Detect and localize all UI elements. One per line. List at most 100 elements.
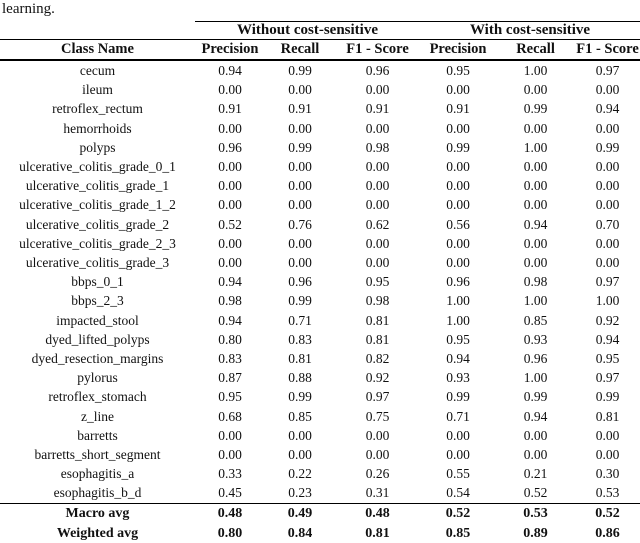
metric-value-cell: 0.91	[365, 101, 390, 117]
metric-value-cell: 0.22	[288, 466, 312, 482]
class-name-cell: barretts	[77, 427, 118, 443]
class-name-cell: ulcerative_colitis_grade_1	[25, 178, 170, 194]
column-header-recall-without: Recall	[265, 39, 335, 61]
column-header-f1-with: F1 - Score	[575, 39, 640, 61]
metric-value-cell: 0.00	[595, 235, 620, 251]
metric-value-cell: 0.99	[595, 139, 620, 155]
metric-value-cell: 0.00	[365, 447, 390, 463]
metric-value-cell: 0.98	[523, 274, 548, 290]
metric-value-cell: 0.00	[218, 159, 242, 175]
metric-value-cell: 0.94	[218, 312, 242, 328]
class-name-cell: ulcerative_colitis_grade_0_1	[19, 159, 176, 175]
metric-value-cell: 0.00	[523, 197, 548, 213]
results-table: Without cost-sensitive With cost-sensiti…	[0, 21, 640, 543]
table-row: retroflex_rectum 0.91 0.91 0.91 0.91 0.99 0.94	[0, 99, 640, 118]
metric-value-cell: 0.00	[218, 120, 242, 136]
metric-value-cell: 0.00	[523, 159, 548, 175]
metric-value-cell: 0.00	[446, 82, 470, 98]
metric-value-cell: 0.99	[523, 389, 548, 405]
class-name-cell: ileum	[82, 82, 113, 98]
metric-value-cell: 1.00	[523, 370, 548, 386]
metric-value-cell: 0.48	[217, 505, 243, 521]
metric-value-cell: 0.86	[595, 525, 620, 541]
metric-value-cell: 0.00	[595, 82, 620, 98]
metric-value-cell: 0.21	[523, 466, 548, 482]
metric-value-cell: 0.49	[287, 505, 313, 521]
table-body: cecum 0.94 0.99 0.96 0.95 1.00 0.97 ileum 0.00 0.…	[0, 60, 640, 503]
table-row: ulcerative_colitis_grade_2 0.52 0.76 0.62 0.…	[0, 215, 640, 234]
class-name-cell: Weighted avg	[56, 525, 139, 541]
table-row: barretts_short_segment 0.00 0.00 0.00 0.00 0.…	[0, 445, 640, 464]
metric-value-cell: 0.94	[595, 101, 620, 117]
metric-value-cell: 0.82	[365, 351, 390, 367]
metric-value-cell: 0.23	[288, 485, 312, 501]
table-row: cecum 0.94 0.99 0.96 0.95 1.00 0.97	[0, 60, 640, 80]
metric-value-cell: 0.53	[523, 505, 548, 521]
caption-text: learning.	[2, 1, 55, 17]
table-row: ileum 0.00 0.00 0.00 0.00 0.00 0.00	[0, 80, 640, 99]
column-header-precision-without: Precision	[195, 39, 265, 61]
metric-value-cell: 0.94	[218, 63, 242, 78]
class-name-cell: bbps_2_3	[71, 293, 124, 309]
table-row: ulcerative_colitis_grade_1 0.00 0.00 0.00 0.…	[0, 176, 640, 195]
metric-value-cell: 0.94	[523, 216, 548, 232]
metric-value-cell: 0.00	[446, 120, 470, 136]
metric-value-cell: 0.31	[365, 485, 390, 501]
class-name-cell: pylorus	[77, 370, 118, 386]
table-row: ulcerative_colitis_grade_1_2 0.00 0.00 0.00…	[0, 195, 640, 214]
metric-value-cell: 0.00	[218, 82, 242, 98]
metric-value-cell: 0.00	[523, 178, 548, 194]
metric-value-cell: 0.92	[365, 370, 390, 386]
metric-value-cell: 0.99	[288, 63, 312, 78]
class-name-cell: esophagitis_b_d	[53, 485, 142, 501]
column-header-recall-with: Recall	[496, 39, 576, 61]
metric-value-cell: 0.00	[595, 120, 620, 136]
table-row: ulcerative_colitis_grade_0_1 0.00 0.00 0.00…	[0, 157, 640, 176]
metric-value-cell: 0.88	[288, 370, 312, 386]
metric-value-cell: 0.94	[446, 351, 470, 367]
class-name-cell: dyed_lifted_polyps	[45, 331, 150, 347]
metric-value-cell: 0.00	[288, 197, 312, 213]
metric-value-cell: 0.00	[218, 427, 242, 443]
metric-value-cell: 0.81	[365, 331, 390, 347]
column-header-class-name: Class Name	[0, 39, 195, 61]
metric-value-cell: 0.00	[446, 255, 470, 271]
metric-value-cell: 0.33	[218, 466, 242, 482]
metric-value-cell: 0.00	[446, 427, 470, 443]
metric-value-cell: 0.75	[365, 408, 390, 424]
metric-value-cell: 0.99	[288, 139, 312, 155]
metric-value-cell: 0.00	[595, 178, 620, 194]
metric-value-cell: 0.00	[595, 447, 620, 463]
metric-value-cell: 0.53	[595, 485, 620, 501]
metric-value-cell: 0.99	[446, 139, 470, 155]
metric-value-cell: 0.00	[288, 120, 312, 136]
metric-value-cell: 0.00	[218, 197, 242, 213]
metric-value-cell: 0.84	[287, 525, 313, 541]
metric-value-cell: 0.55	[446, 466, 470, 482]
class-name-cell: ulcerative_colitis_grade_2_3	[19, 235, 176, 251]
metric-value-cell: 0.52	[445, 505, 471, 521]
metric-value-cell: 0.85	[288, 408, 312, 424]
metric-value-cell: 0.00	[595, 427, 620, 443]
class-name-cell: ulcerative_colitis_grade_3	[25, 255, 170, 271]
metric-value-cell: 1.00	[523, 139, 548, 155]
table-row: Weighted avg 0.80 0.84 0.81 0.85 0.89 0.86	[0, 524, 640, 543]
table-row: ulcerative_colitis_grade_2_3 0.00 0.00 0.00…	[0, 234, 640, 253]
metric-value-cell: 0.26	[365, 466, 390, 482]
metric-value-cell: 0.00	[365, 159, 390, 175]
metric-value-cell: 0.85	[523, 312, 548, 328]
metric-value-cell: 0.99	[288, 293, 312, 309]
metric-value-cell: 0.97	[365, 389, 390, 405]
metric-value-cell: 0.00	[218, 447, 242, 463]
table-row: polyps 0.96 0.99 0.98 0.99 1.00 0.99	[0, 138, 640, 157]
metric-value-cell: 0.00	[365, 427, 390, 443]
class-name-cell: cecum	[79, 63, 116, 78]
class-name-cell: barretts_short_segment	[34, 447, 161, 463]
metric-value-cell: 0.81	[365, 525, 390, 541]
metric-value-cell: 0.00	[523, 82, 548, 98]
table-summary-body: Macro avg 0.48 0.49 0.48 0.52 0.53 0.52 Weighte…	[0, 503, 640, 543]
column-header-precision-with: Precision	[420, 39, 497, 61]
table-row: Macro avg 0.48 0.49 0.48 0.52 0.53 0.52	[0, 503, 640, 524]
metric-value-cell: 0.99	[595, 389, 620, 405]
table-row: retroflex_stomach 0.95 0.99 0.97 0.99 0.99 0.9…	[0, 387, 640, 406]
